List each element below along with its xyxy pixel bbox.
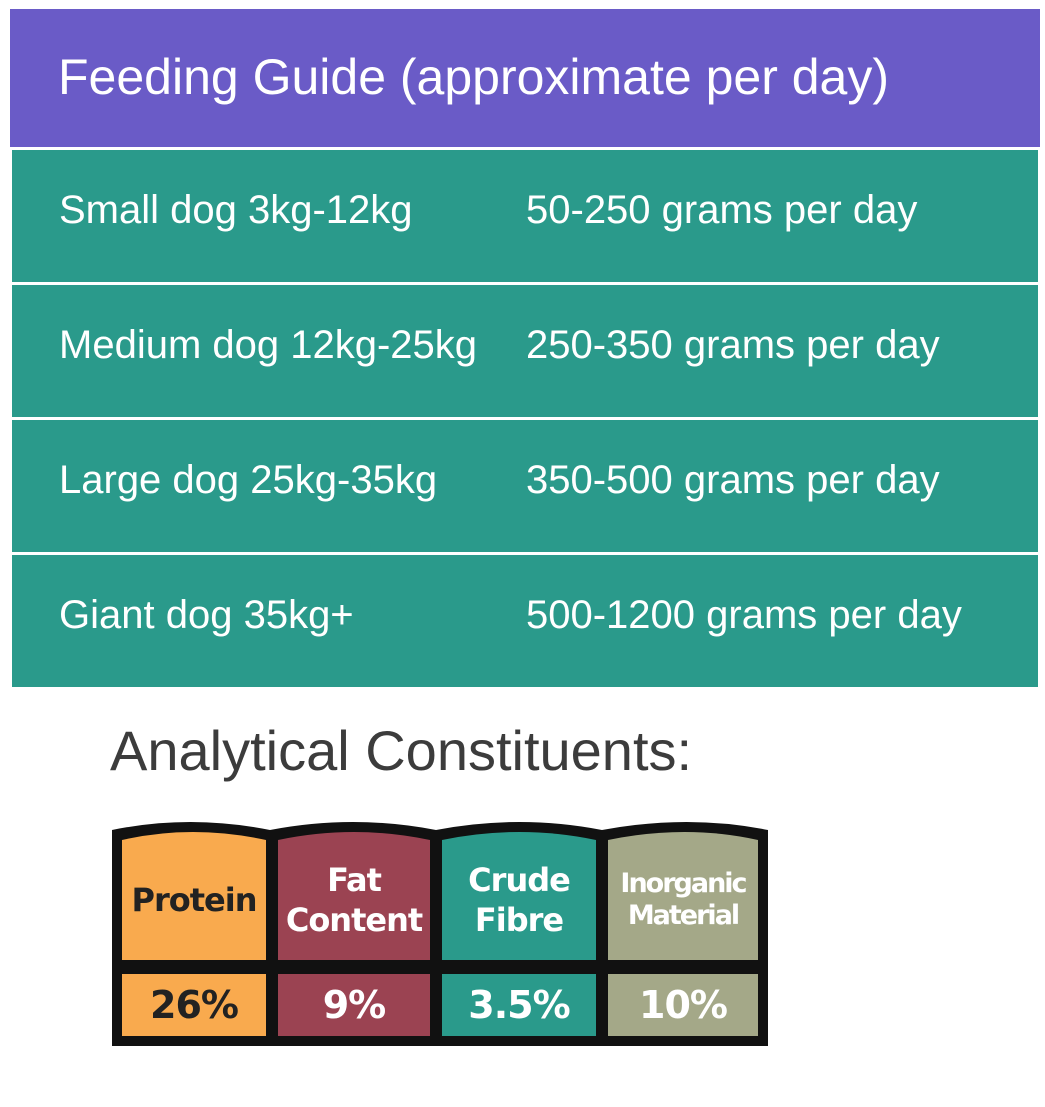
protein-label: Protein: [131, 881, 258, 919]
fibre-value-bg: [442, 974, 596, 1036]
daily-amount: 500-1200 grams per day: [526, 593, 962, 637]
fat-content-label: Fat Content: [285, 861, 423, 939]
inorganic-material-label: Inorganic Material: [620, 868, 747, 931]
dog-size-label: Large dog 25kg-35kg: [59, 458, 438, 502]
fat-value-bg: [278, 974, 430, 1036]
protein-value-bg: [122, 974, 266, 1036]
feeding-guide-header: Feeding Guide (approximate per day): [10, 9, 1040, 147]
inorganic-cell-bg: [608, 832, 758, 960]
badge-frame: [112, 822, 768, 1046]
fat-cell-bg: [278, 832, 430, 960]
daily-amount: 250-350 grams per day: [526, 323, 940, 367]
daily-amount: 350-500 grams per day: [526, 458, 940, 502]
crude-fibre-label: Crude Fibre: [468, 861, 571, 939]
feeding-row: Large dog 25kg-35kg 350-500 grams per da…: [12, 420, 1038, 552]
protein-cell-bg: [122, 832, 266, 960]
dog-size-label: Small dog 3kg-12kg: [59, 188, 413, 232]
inorganic-value-bg: [608, 974, 758, 1036]
feeding-row: Giant dog 35kg+ 500-1200 grams per day: [12, 555, 1038, 687]
fat-content-value: 9%: [322, 983, 387, 1027]
daily-amount: 50-250 grams per day: [526, 188, 918, 232]
inorganic-material-value: 10%: [639, 983, 728, 1027]
dog-size-label: Giant dog 35kg+: [59, 593, 354, 637]
protein-value: 26%: [150, 983, 239, 1027]
feeding-row: Small dog 3kg-12kg 50-250 grams per day: [12, 150, 1038, 282]
crude-fibre-value: 3.5%: [468, 983, 570, 1027]
analytical-constituents-title: Analytical Constituents:: [110, 719, 693, 782]
analytical-constituents-badge: Protein Fat Content Crude Fibre Inorgani…: [108, 812, 773, 1050]
feeding-guide-title: Feeding Guide (approximate per day): [58, 49, 890, 105]
feeding-row: Medium dog 12kg-25kg 250-350 grams per d…: [12, 285, 1038, 417]
dog-size-label: Medium dog 12kg-25kg: [59, 323, 478, 367]
fibre-cell-bg: [442, 832, 596, 960]
